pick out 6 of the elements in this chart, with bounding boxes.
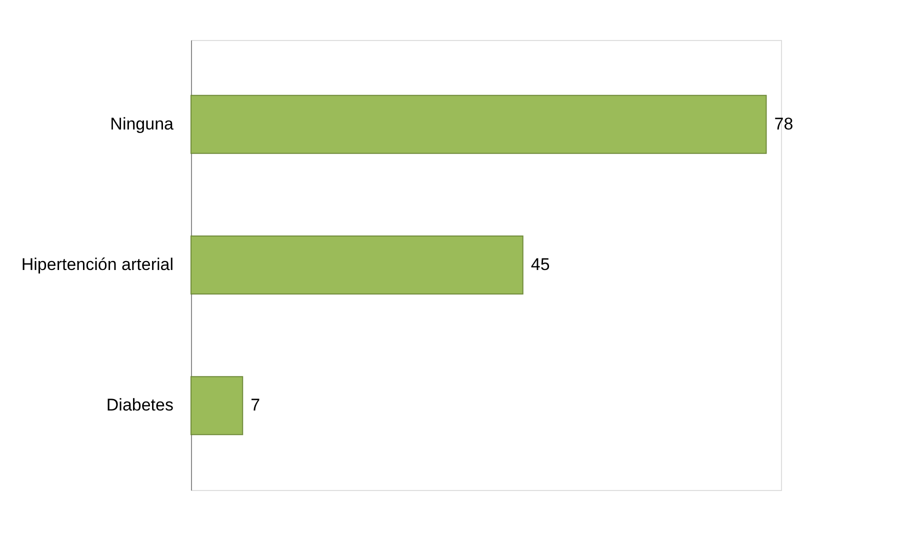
y-tick-label: Hipertención arterial: [21, 255, 174, 274]
data-label: 45: [530, 255, 550, 274]
data-label: 78: [774, 114, 794, 134]
y-tick-label: Ninguna: [110, 114, 174, 134]
data-label: 7: [250, 396, 260, 415]
y-tick-label: Diabetes: [106, 396, 174, 415]
